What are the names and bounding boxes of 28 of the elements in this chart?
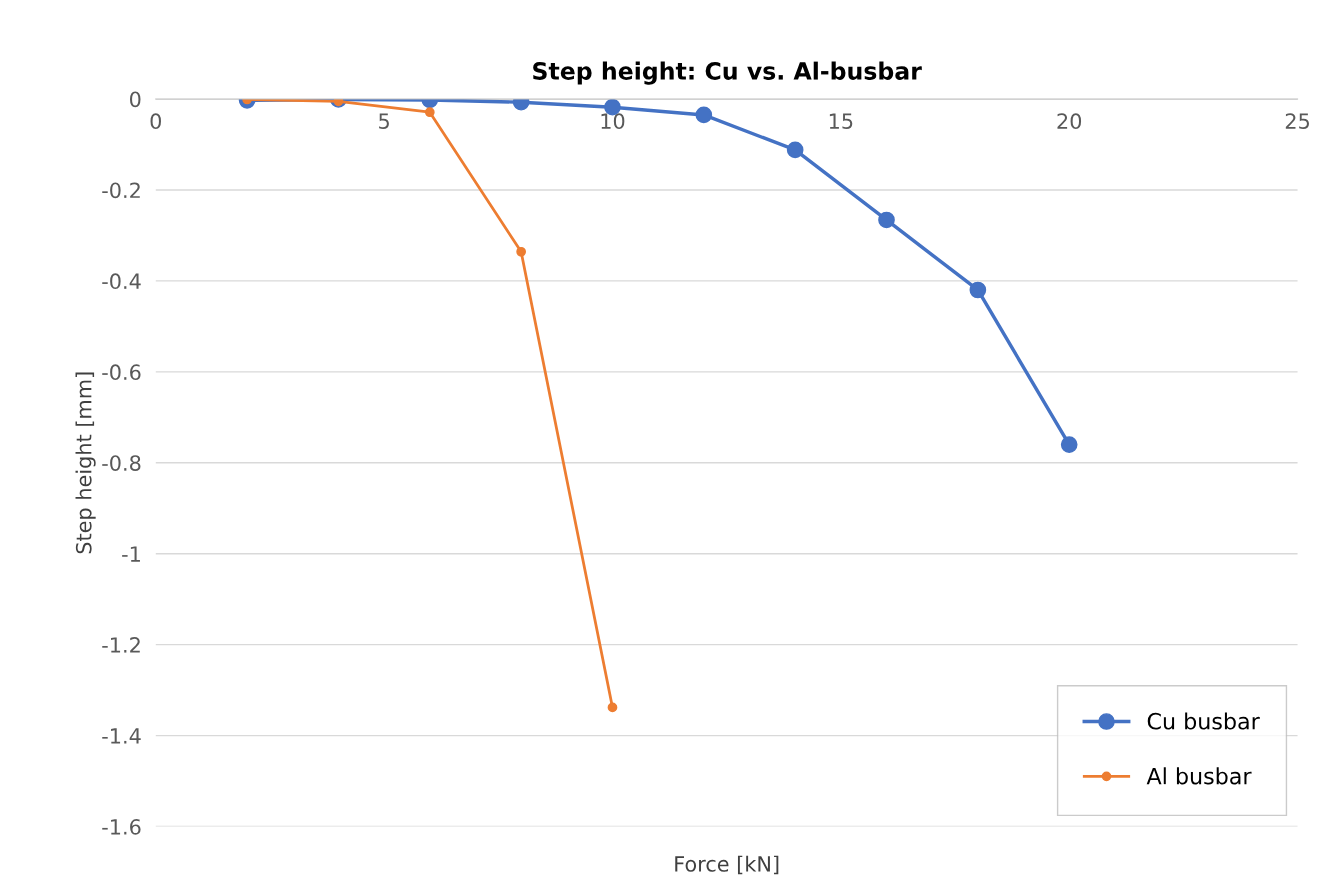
point bbox=[516, 246, 526, 257]
x-tick-label: 20 bbox=[1057, 113, 1082, 130]
x-tick-label: 25 bbox=[1285, 113, 1309, 130]
y-tick-label: -1.6 bbox=[102, 818, 141, 835]
point bbox=[786, 141, 804, 159]
y-tick-label: 0 bbox=[129, 91, 141, 108]
chart-title: Step height: Cu vs. Al-busbar bbox=[533, 61, 922, 85]
point bbox=[424, 107, 435, 118]
point bbox=[878, 211, 895, 229]
x-tick-label: 10 bbox=[601, 113, 625, 130]
y-tick-label: -1 bbox=[122, 546, 140, 562]
y-axis-title: Step height [mm] bbox=[75, 372, 96, 554]
y-tick-label: -0.8 bbox=[102, 455, 141, 471]
point bbox=[969, 281, 987, 299]
y-tick-label: -0.4 bbox=[102, 273, 141, 290]
legend-label: Cu busbar bbox=[1147, 712, 1260, 730]
point bbox=[607, 702, 618, 713]
x-axis-title: Force [kN] bbox=[675, 855, 779, 875]
y-tick-label: -0.2 bbox=[102, 182, 140, 199]
legend-label: Al busbar bbox=[1146, 767, 1252, 785]
y-tick-label: -0.6 bbox=[102, 364, 141, 381]
x-tick-label: 15 bbox=[829, 113, 853, 130]
y-tick-label: -1.2 bbox=[102, 637, 140, 653]
y-tick-label: -1.4 bbox=[102, 728, 141, 744]
x-tick-label: 5 bbox=[379, 113, 389, 130]
x-tick-label: 0 bbox=[150, 113, 161, 130]
point bbox=[1060, 436, 1078, 453]
point bbox=[695, 106, 713, 124]
